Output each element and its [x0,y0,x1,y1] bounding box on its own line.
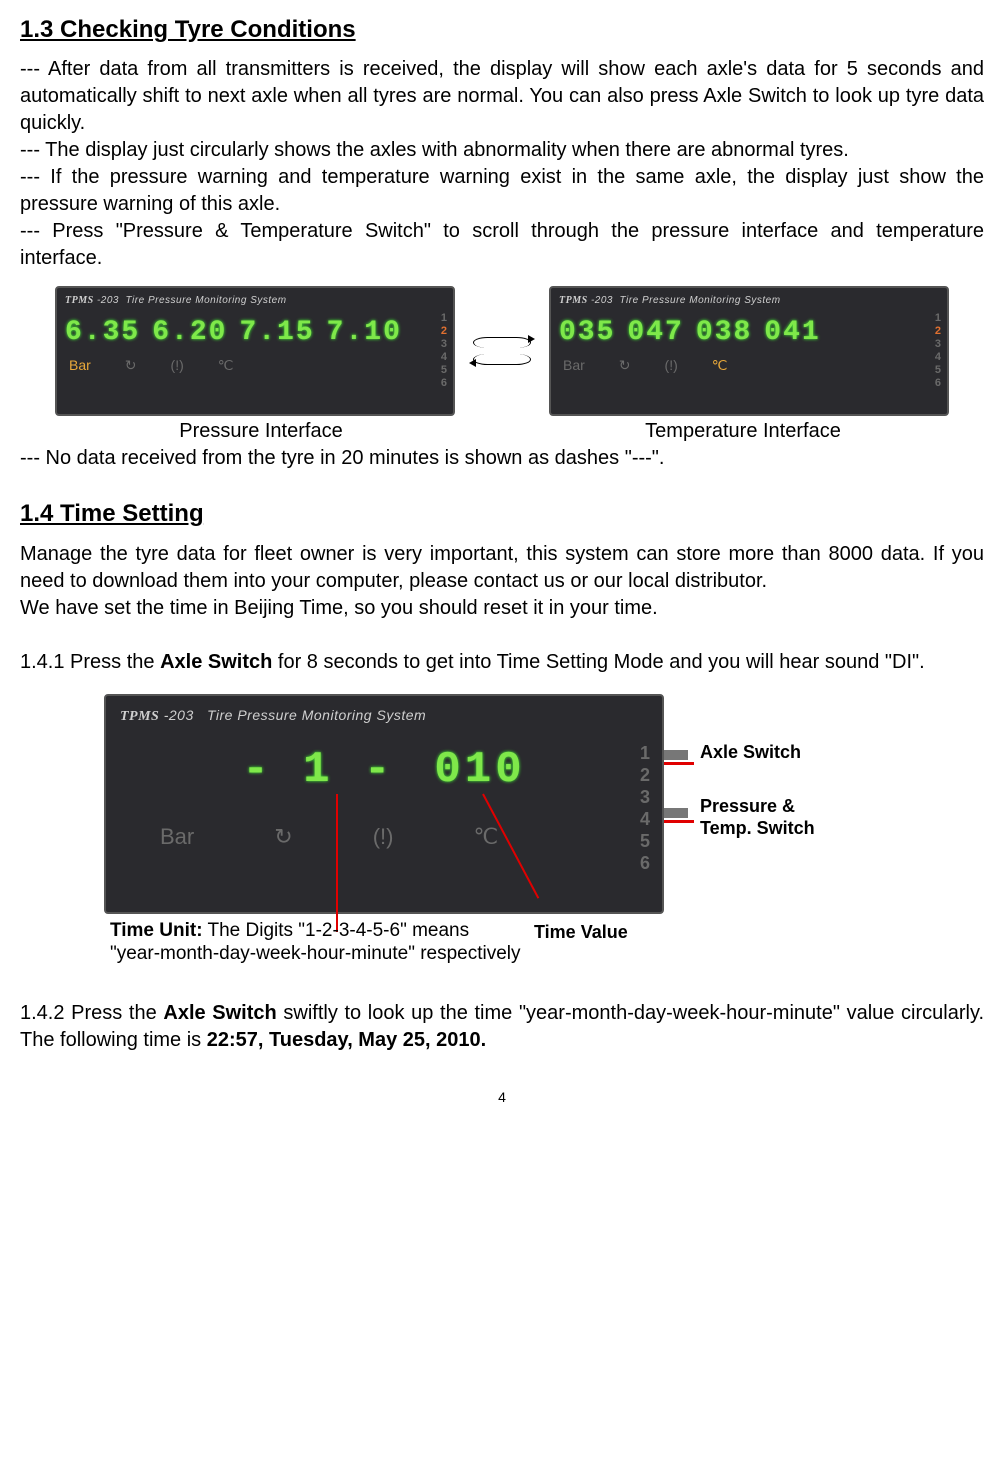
bar-indicator: Bar [69,356,91,375]
interface-captions: Pressure Interface Temperature Interface [20,418,984,445]
indicator-row: Bar ↻ (!) ℃ [559,356,939,375]
pressure-caption: Pressure Interface [20,418,502,445]
axle-1: 1 [640,742,650,764]
axle-6: 6 [441,377,447,390]
axle-column: 1 2 3 4 5 6 [640,742,650,874]
time-setting-diagram: TPMS -203 Tire Pressure Monitoring Syste… [104,694,924,994]
axle-5: 5 [640,830,650,852]
warning-icon: (!) [171,356,184,375]
device-header: TPMS -203 Tire Pressure Monitoring Syste… [65,294,445,308]
device-header: TPMS -203 Tire Pressure Monitoring Syste… [120,706,648,727]
pressure-val-3: 7.15 [239,314,314,352]
time-value-label: Time Value [534,920,628,944]
pressure-temp-label-1: Pressure & [700,794,795,818]
time-value-seg: 010 [434,741,525,800]
axle-1: 1 [935,312,941,325]
axle-3: 3 [640,786,650,808]
celsius-indicator: ℃ [218,356,234,375]
indicator-row: Bar ↻ (!) ℃ [65,356,445,375]
axle-2: 2 [441,325,447,338]
axle-4: 4 [640,808,650,830]
section-1-3-title: 1.3 Checking Tyre Conditions [20,14,984,46]
section-1-4-title: 1.4 Time Setting [20,498,984,530]
pressure-val-4: 7.10 [327,314,402,352]
section-1-3-p2: --- The display just circularly shows th… [20,137,984,164]
cycle-icon: ↻ [274,822,292,852]
temp-val-4: 041 [764,314,820,352]
axle-column: 1 2 3 4 5 6 [935,312,941,390]
pressure-values: 6.35 6.20 7.15 7.10 [65,314,445,352]
bar-indicator: Bar [160,822,194,852]
axle-6: 6 [640,852,650,874]
axle-switch-stub [664,750,688,760]
temperature-values: 035 047 038 041 [559,314,939,352]
section-1-4-step1: 1.4.1 Press the Axle Switch for 8 second… [20,649,984,676]
axle-4: 4 [935,351,941,364]
temp-val-3: 038 [696,314,752,352]
axle-6: 6 [935,377,941,390]
section-1-4-p2: We have set the time in Beijing Time, so… [20,595,984,622]
celsius-indicator: ℃ [473,822,498,852]
time-unit-pointer [336,794,338,932]
axle-column: 1 2 3 4 5 6 [441,312,447,390]
axle-5: 5 [441,364,447,377]
temp-val-1: 035 [559,314,615,352]
axle-switch-line [664,762,694,765]
pressure-temp-label-2: Temp. Switch [700,816,815,840]
temperature-device: TPMS -203 Tire Pressure Monitoring Syste… [549,286,949,416]
cycle-icon: ↻ [125,356,137,375]
temp-val-2: 047 [627,314,683,352]
axle-4: 4 [441,351,447,364]
time-unit-caption: Time Unit: The Digits "1-2-3-4-5-6" mean… [110,920,540,966]
warning-icon: (!) [665,356,678,375]
section-1-4-step2: 1.4.2 Press the Axle Switch swiftly to l… [20,1000,984,1054]
section-1-3-p5: --- No data received from the tyre in 20… [20,445,984,472]
device-header: TPMS -203 Tire Pressure Monitoring Syste… [559,294,939,308]
section-1-3-p4: --- Press "Pressure & Temperature Switch… [20,218,984,272]
time-setting-device: TPMS -203 Tire Pressure Monitoring Syste… [104,694,664,914]
axle-5: 5 [935,364,941,377]
section-1-3-p3: --- If the pressure warning and temperat… [20,164,984,218]
axle-3: 3 [935,338,941,351]
time-values: - 1 - 010 [120,741,648,800]
pressure-device: TPMS -203 Tire Pressure Monitoring Syste… [55,286,455,416]
warning-icon: (!) [373,822,394,852]
pt-switch-stub [664,808,688,818]
section-1-3-p1: --- After data from all transmitters is … [20,56,984,137]
axle-1: 1 [441,312,447,325]
device-pair: TPMS -203 Tire Pressure Monitoring Syste… [20,286,984,416]
celsius-indicator: ℃ [712,356,728,375]
cycle-icon: ↻ [619,356,631,375]
temperature-caption: Temperature Interface [502,418,984,445]
bar-indicator: Bar [563,356,585,375]
axle-3: 3 [441,338,447,351]
pt-switch-line [664,820,694,823]
pressure-val-1: 6.35 [65,314,140,352]
time-unit-seg: - 1 - [242,741,394,800]
swap-arrows-icon [467,331,537,371]
section-1-4-p1: Manage the tyre data for fleet owner is … [20,541,984,595]
pressure-val-2: 6.20 [152,314,227,352]
page-number: 4 [20,1088,984,1107]
axle-2: 2 [640,764,650,786]
indicator-row: Bar ↻ (!) ℃ [120,822,648,852]
axle-2: 2 [935,325,941,338]
axle-switch-label: Axle Switch [700,740,801,764]
